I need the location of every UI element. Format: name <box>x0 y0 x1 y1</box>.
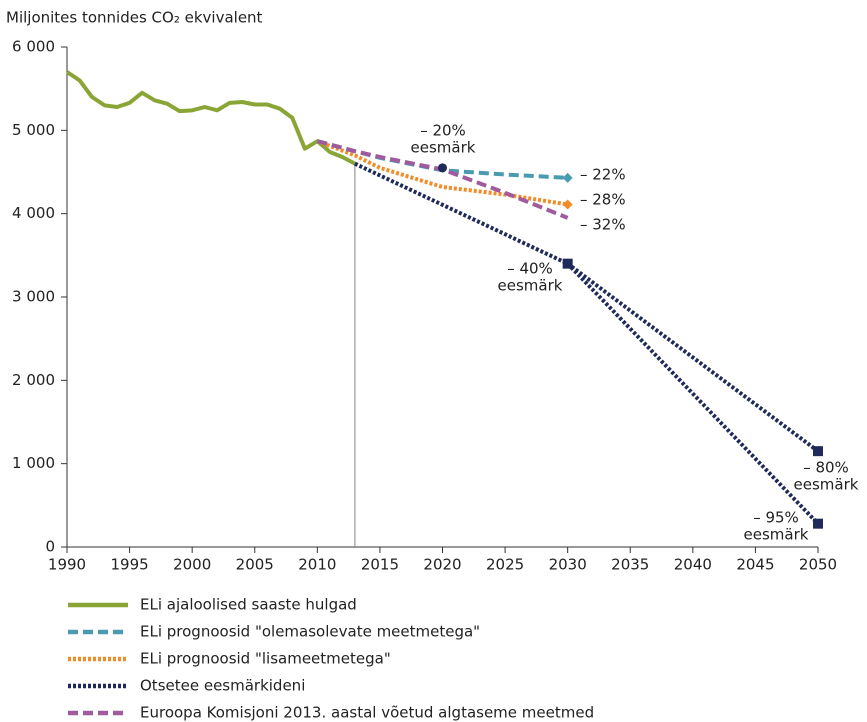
target-marker <box>813 518 823 529</box>
target-marker <box>813 446 823 457</box>
target-label: eesmärk <box>498 277 563 295</box>
target-label: – 95% <box>753 509 799 527</box>
x-tick-label: 2040 <box>674 556 712 574</box>
target-label: – 28% <box>580 191 626 209</box>
target-marker <box>562 199 573 210</box>
target-marker <box>562 258 573 269</box>
x-tick-label: 2025 <box>486 556 524 574</box>
target-label: eesmärk <box>744 526 809 544</box>
legend-label: ELi ajaloolised saaste hulgad <box>140 596 357 614</box>
x-tick-label: 2045 <box>736 556 774 574</box>
legend-label: ELi prognoosid "olemasolevate meetmetega… <box>140 623 480 641</box>
y-tick-label: 2 000 <box>12 371 55 389</box>
x-tick-label: 2030 <box>549 556 587 574</box>
series-line <box>316 139 569 220</box>
x-tick-label: 2020 <box>423 556 461 574</box>
y-tick-label: 3 000 <box>12 288 55 306</box>
target-label: – 22% <box>580 166 626 184</box>
y-axis-label: Miljonites tonnides CO₂ ekvivalent <box>6 9 263 27</box>
x-tick-label: 1990 <box>48 556 86 574</box>
x-tick-label: 2010 <box>298 556 336 574</box>
target-label: – 20% <box>420 122 466 140</box>
y-tick-label: 1 000 <box>12 454 55 472</box>
target-marker <box>562 172 573 183</box>
legend-label: Otsetee eesmärkideni <box>140 677 305 695</box>
target-label: – 32% <box>580 216 626 234</box>
target-label: – 80% <box>803 459 849 477</box>
x-tick-label: 2050 <box>799 556 837 574</box>
legend-label: ELi prognoosid "lisameetmetega" <box>140 650 391 668</box>
y-tick-label: 5 000 <box>12 121 55 139</box>
series-line <box>566 262 820 526</box>
x-tick-label: 2035 <box>611 556 649 574</box>
x-tick-label: 2005 <box>236 556 274 574</box>
legend-label: Euroopa Komisjoni 2013. aastal võetud al… <box>140 704 594 722</box>
target-label: eesmärk <box>794 476 859 494</box>
target-marker <box>438 163 447 173</box>
target-label: – 40% <box>507 260 553 278</box>
x-tick-label: 2015 <box>361 556 399 574</box>
y-tick-label: 4 000 <box>12 204 55 222</box>
x-tick-label: 1995 <box>110 556 148 574</box>
target-label: eesmärk <box>411 139 476 157</box>
series-line <box>65 70 356 166</box>
x-tick-label: 2000 <box>173 556 211 574</box>
y-tick-label: 0 <box>45 538 55 556</box>
series-line <box>316 139 568 207</box>
y-tick-label: 6 000 <box>12 38 55 56</box>
